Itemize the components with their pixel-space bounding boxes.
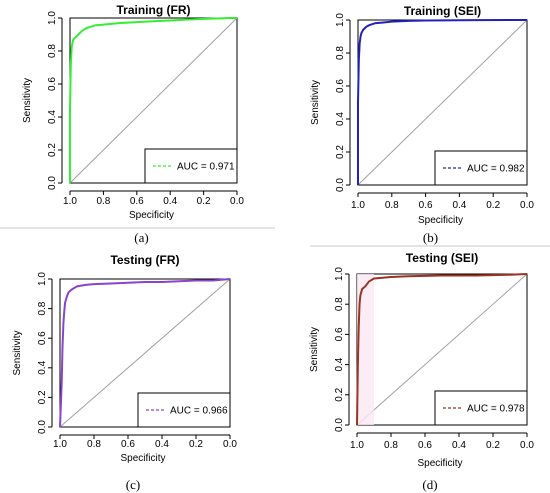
y-tick-label: 0.8 xyxy=(334,297,345,311)
x-tick-label: 0.8 xyxy=(96,196,110,207)
y-tick-label: 1.0 xyxy=(37,272,48,286)
panel-letter: (d) xyxy=(422,477,437,492)
x-tick-label: 0.0 xyxy=(230,196,244,207)
legend-label: AUC = 0.978 xyxy=(467,404,525,415)
x-tick-label: 0.4 xyxy=(452,200,466,211)
y-tick-label: 0.8 xyxy=(335,46,346,60)
x-tick-label: 0.6 xyxy=(418,440,432,451)
x-axis-label: Specificity xyxy=(120,453,165,464)
highlight-band xyxy=(357,274,374,425)
y-tick-label: 0.2 xyxy=(37,390,48,404)
panel-title: Testing (SEI) xyxy=(406,251,478,265)
x-tick-label: 0.0 xyxy=(520,200,534,211)
x-tick-label: 1.0 xyxy=(63,196,77,207)
x-tick-label: 0.4 xyxy=(452,440,466,451)
x-tick-label: 0.0 xyxy=(520,440,534,451)
x-tick-label: 0.8 xyxy=(385,200,399,211)
y-tick-label: 0.6 xyxy=(47,77,58,91)
x-tick-label: 0.8 xyxy=(384,440,398,451)
y-axis-label: Sensitivity xyxy=(12,330,23,375)
y-tick-label: 0.0 xyxy=(37,420,48,434)
y-axis-label: Sensitivity xyxy=(22,78,33,123)
legend-label: AUC = 0.982 xyxy=(467,164,525,175)
y-tick-label: 0.4 xyxy=(47,110,58,124)
panel-letter: (c) xyxy=(126,477,140,492)
reference-diagonal xyxy=(59,278,231,428)
y-tick-label: 0.4 xyxy=(37,360,48,374)
panel-title: Training (FR) xyxy=(117,3,191,17)
reference-diagonal xyxy=(69,17,238,184)
roc-curve xyxy=(69,17,237,183)
y-tick-label: 0.4 xyxy=(335,112,346,126)
y-tick-label: 0.0 xyxy=(335,178,346,192)
x-axis-label: Specificity xyxy=(418,215,463,226)
roc-curve xyxy=(356,273,528,426)
x-tick-label: 0.8 xyxy=(87,439,101,450)
x-tick-label: 0.2 xyxy=(197,196,211,207)
roc-curve xyxy=(357,19,527,185)
y-tick-label: 0.8 xyxy=(47,44,58,58)
reference-diagonal xyxy=(356,273,528,426)
y-tick-label: 1.0 xyxy=(47,11,58,25)
x-tick-label: 0.4 xyxy=(155,439,169,450)
legend-label: AUC = 0.966 xyxy=(170,406,228,417)
y-tick-label: 1.0 xyxy=(335,13,346,27)
roc-curve xyxy=(59,278,231,428)
x-tick-label: 0.2 xyxy=(486,200,500,211)
y-tick-label: 0.6 xyxy=(37,331,48,345)
roc-panel-4: Testing (SEI) 1.0 0.8 0.6 0.4 0.2 0.0 0.0 0.2 0.4… xyxy=(309,251,534,492)
y-tick-label: 0.0 xyxy=(334,418,345,432)
roc-panel-3: Testing (FR) 1.0 0.8 0.6 0.4 0.2 0.0 0.0 0.2 0.4 0… xyxy=(12,253,237,492)
panel-title: Testing (FR) xyxy=(110,253,179,267)
y-tick-label: 0.6 xyxy=(334,327,345,341)
panel-letter: (b) xyxy=(423,230,438,245)
y-tick-label: 0.0 xyxy=(47,176,58,190)
y-tick-label: 0.2 xyxy=(335,145,346,159)
x-tick-label: 1.0 xyxy=(350,440,364,451)
y-axis-label: Sensitivity xyxy=(309,327,320,372)
legend-box xyxy=(434,390,528,426)
panel-letter: (a) xyxy=(134,230,148,245)
x-axis-label: Specificity xyxy=(129,210,174,221)
reference-diagonal xyxy=(357,19,528,186)
x-tick-label: 1.0 xyxy=(351,200,365,211)
y-axis-label: Sensitivity xyxy=(310,80,321,125)
x-tick-label: 0.4 xyxy=(163,196,177,207)
roc-panel-1: Training (FR) 1.0 0.8 0.6 0.4 0.2 0.0 0.0 0.2 0.4… xyxy=(22,3,244,245)
y-tick-label: 0.2 xyxy=(334,387,345,401)
x-tick-label: 0.0 xyxy=(223,439,237,450)
x-tick-label: 0.6 xyxy=(419,200,433,211)
y-tick-label: 0.6 xyxy=(335,79,346,93)
y-tick-label: 1.0 xyxy=(334,267,345,281)
legend-label: AUC = 0.971 xyxy=(177,162,235,173)
x-tick-label: 0.2 xyxy=(189,439,203,450)
y-tick-label: 0.2 xyxy=(47,143,58,157)
x-tick-label: 1.0 xyxy=(53,439,67,450)
y-tick-label: 0.8 xyxy=(37,301,48,315)
roc-panel-2: Training (SEI) 1.0 0.8 0.6 0.4 0.2 0.0 0.0 0.2 0.… xyxy=(310,4,534,245)
panel-title: Training (SEI) xyxy=(404,4,481,18)
x-tick-label: 0.6 xyxy=(130,196,144,207)
x-tick-label: 0.6 xyxy=(121,439,135,450)
x-axis-label: Specificity xyxy=(417,458,462,469)
y-tick-label: 0.4 xyxy=(334,357,345,371)
x-tick-label: 0.2 xyxy=(486,440,500,451)
